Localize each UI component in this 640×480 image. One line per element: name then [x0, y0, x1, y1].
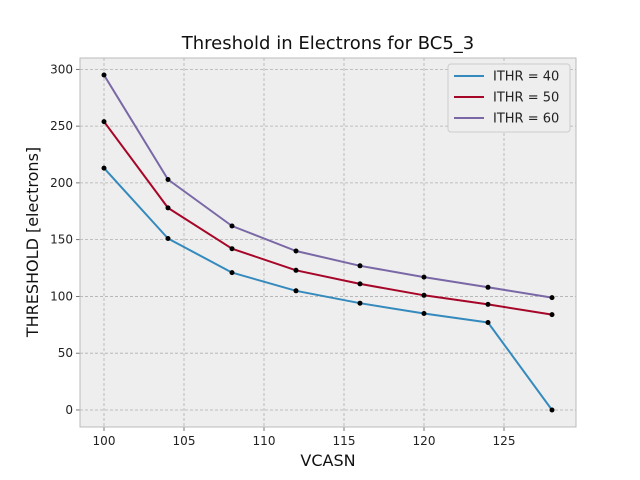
data-point-series-2: [421, 292, 427, 298]
legend-label-1: ITHR = 40: [493, 70, 559, 85]
y-tick-label: 250: [50, 119, 73, 133]
series-line-2: [103, 120, 553, 316]
x-tick-label: 125: [493, 434, 516, 448]
x-axis-ticks: 100 105 110 115 120 125: [93, 427, 516, 448]
data-point-series-2: [165, 205, 171, 211]
plot-frame: [79, 57, 577, 428]
data-point-series-1: [101, 165, 107, 171]
chart-title: Threshold in Electrons for BC5_3: [181, 33, 474, 54]
data-point-series-1: [357, 300, 363, 306]
y-tick-label: 150: [50, 233, 73, 247]
data-point-series-1: [293, 288, 299, 294]
x-tick-label: 105: [173, 434, 196, 448]
data-point-series-1: [229, 270, 235, 276]
x-axis-label: VCASN: [300, 451, 355, 470]
data-point-series-1: [549, 407, 555, 413]
data-point-series-2: [549, 312, 555, 318]
series-line-3: [103, 74, 553, 299]
data-point-series-2: [101, 119, 107, 125]
data-point-series-2: [357, 281, 363, 287]
data-point-series-2: [229, 246, 235, 252]
y-tick-label: 0: [65, 403, 73, 417]
data-point-series-3: [357, 263, 363, 269]
data-point-series-1: [421, 311, 427, 316]
x-tick-label: 110: [253, 434, 276, 448]
data-point-series-3: [293, 248, 299, 254]
data-point-series-1: [165, 236, 171, 241]
series-line-1: [103, 167, 553, 411]
data-point-series-3: [229, 223, 235, 229]
legend-items: ITHR = 40 ITHR = 50 ITHR = 60: [454, 70, 559, 127]
legend: ITHR = 40 ITHR = 50 ITHR = 60: [447, 63, 571, 133]
legend-box: [447, 63, 571, 133]
y-tick-label: 50: [58, 346, 73, 360]
data-point-series-1: [485, 320, 491, 325]
data-markers: [101, 72, 555, 413]
y-tick-label: 200: [50, 176, 73, 190]
legend-label-3: ITHR = 60: [493, 112, 559, 127]
data-point-series-2: [293, 267, 299, 273]
data-point-series-2: [485, 301, 491, 307]
data-point-series-3: [165, 177, 171, 182]
y-axis-ticks: 0 50 100 150 200 250 300: [50, 62, 80, 417]
x-tick-label: 120: [413, 434, 436, 448]
y-axis-label: THRESHOLD [electrons]: [23, 147, 42, 338]
legend-label-2: ITHR = 50: [493, 91, 559, 106]
x-tick-label: 115: [333, 434, 356, 448]
data-point-series-3: [549, 295, 555, 301]
y-tick-label: 300: [50, 62, 73, 76]
x-tick-label: 100: [93, 434, 116, 448]
data-point-series-3: [421, 274, 427, 280]
data-point-series-3: [101, 72, 107, 78]
y-tick-label: 100: [50, 289, 73, 303]
data-point-series-3: [485, 284, 491, 290]
series-lines: [103, 74, 553, 411]
